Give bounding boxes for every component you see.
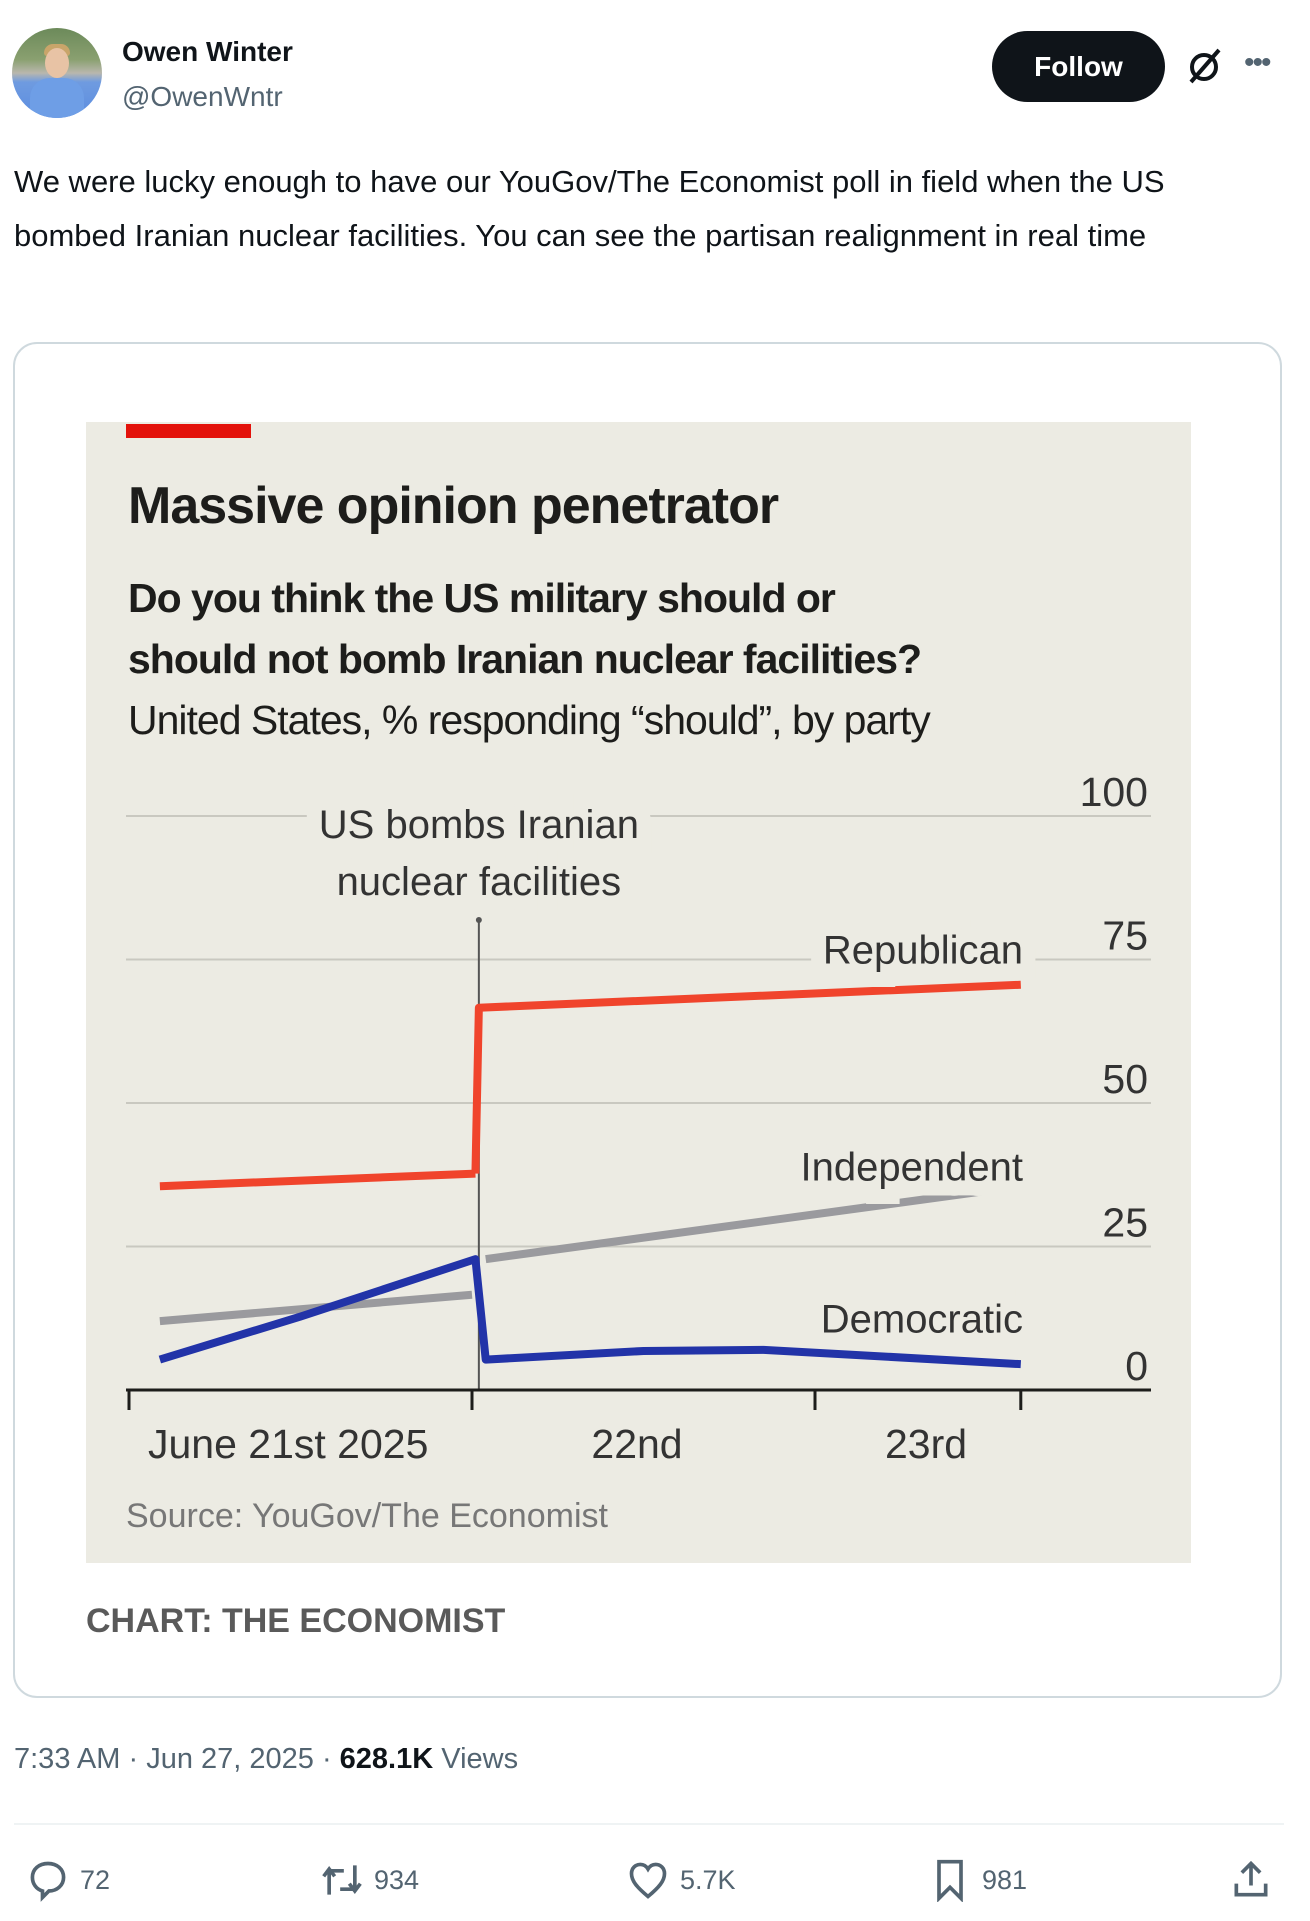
y-tick-label: 50 xyxy=(1102,1056,1148,1102)
series-line-republican xyxy=(471,980,1021,1174)
views-label: Views xyxy=(441,1743,519,1775)
like-button[interactable]: 5.7K xyxy=(626,1855,736,1905)
series-label-republican: Republican xyxy=(823,929,1023,973)
reply-button[interactable]: 72 xyxy=(26,1855,110,1905)
follow-button[interactable]: Follow xyxy=(992,31,1165,102)
chart-credit: CHART: THE ECONOMIST xyxy=(86,1602,506,1640)
x-tick-label: 23rd xyxy=(885,1421,967,1467)
event-marker-dot xyxy=(475,917,482,923)
more-options-icon[interactable]: ••• xyxy=(1244,46,1271,79)
chart-source: Source: YouGov/The Economist xyxy=(126,1497,608,1535)
share-icon xyxy=(1234,1860,1268,1897)
bookmark-button[interactable]: 981 xyxy=(928,1855,1027,1905)
reply-count: 72 xyxy=(80,1864,111,1895)
series-label-democratic: Democratic xyxy=(821,1298,1023,1342)
like-count: 5.7K xyxy=(680,1864,736,1895)
tweet-date[interactable]: Jun 27, 2025 xyxy=(146,1743,314,1775)
views-count: 628.1K xyxy=(339,1743,434,1775)
chart-title: Massive opinion penetrator xyxy=(128,477,779,535)
subtitle-line-2: should not bomb Iranian nuclear faciliti… xyxy=(128,636,922,682)
y-tick-label: 100 xyxy=(1080,769,1148,815)
separator: · xyxy=(120,1743,147,1775)
x-tick-label: June 21st 2025 xyxy=(148,1421,428,1467)
bookmark-count: 981 xyxy=(982,1864,1028,1895)
subtitle-line-3: United States, % responding “should”, by… xyxy=(128,697,931,743)
economist-red-bar xyxy=(126,424,251,438)
y-tick-label: 0 xyxy=(1125,1343,1148,1389)
y-tick-label: 25 xyxy=(1102,1200,1148,1246)
x-tick-label: 22nd xyxy=(591,1421,682,1467)
separator: · xyxy=(313,1743,340,1775)
chart-subtitle: Do you think the US military should or s… xyxy=(128,568,931,751)
media-card[interactable] xyxy=(13,342,1282,1698)
series-label-independent: Independent xyxy=(801,1145,1023,1189)
tweet-meta: 7:33 AM · Jun 27, 2025 · 628.1K Views xyxy=(14,1743,518,1776)
tweet-text: We were lucky enough to have our YouGov/… xyxy=(14,164,1165,253)
repost-icon xyxy=(322,1865,362,1895)
bookmark-icon xyxy=(937,1859,963,1902)
heart-icon xyxy=(629,1862,667,1899)
subtitle-line-1: Do you think the US military should or xyxy=(128,575,836,621)
y-tick-label: 75 xyxy=(1102,913,1148,959)
author-handle[interactable]: @OwenWntr xyxy=(122,81,283,112)
repost-button[interactable]: 934 xyxy=(320,1855,419,1905)
event-annotation: nuclear facilities xyxy=(337,860,622,904)
tweet-time[interactable]: 7:33 AM xyxy=(14,1743,121,1775)
avatar[interactable] xyxy=(12,28,102,118)
grok-icon[interactable] xyxy=(1185,46,1225,86)
series-line-republican xyxy=(159,1169,476,1191)
share-button[interactable] xyxy=(1229,1855,1273,1905)
event-annotation: US bombs Iranian xyxy=(319,803,639,847)
repost-count: 934 xyxy=(374,1864,420,1895)
series-line-independent xyxy=(485,1182,1022,1264)
divider xyxy=(14,1823,1284,1825)
reply-icon xyxy=(30,1861,66,1902)
chart-background xyxy=(86,422,1191,1563)
series-line-democratic xyxy=(158,1255,1022,1369)
author-name[interactable]: Owen Winter xyxy=(122,36,293,67)
